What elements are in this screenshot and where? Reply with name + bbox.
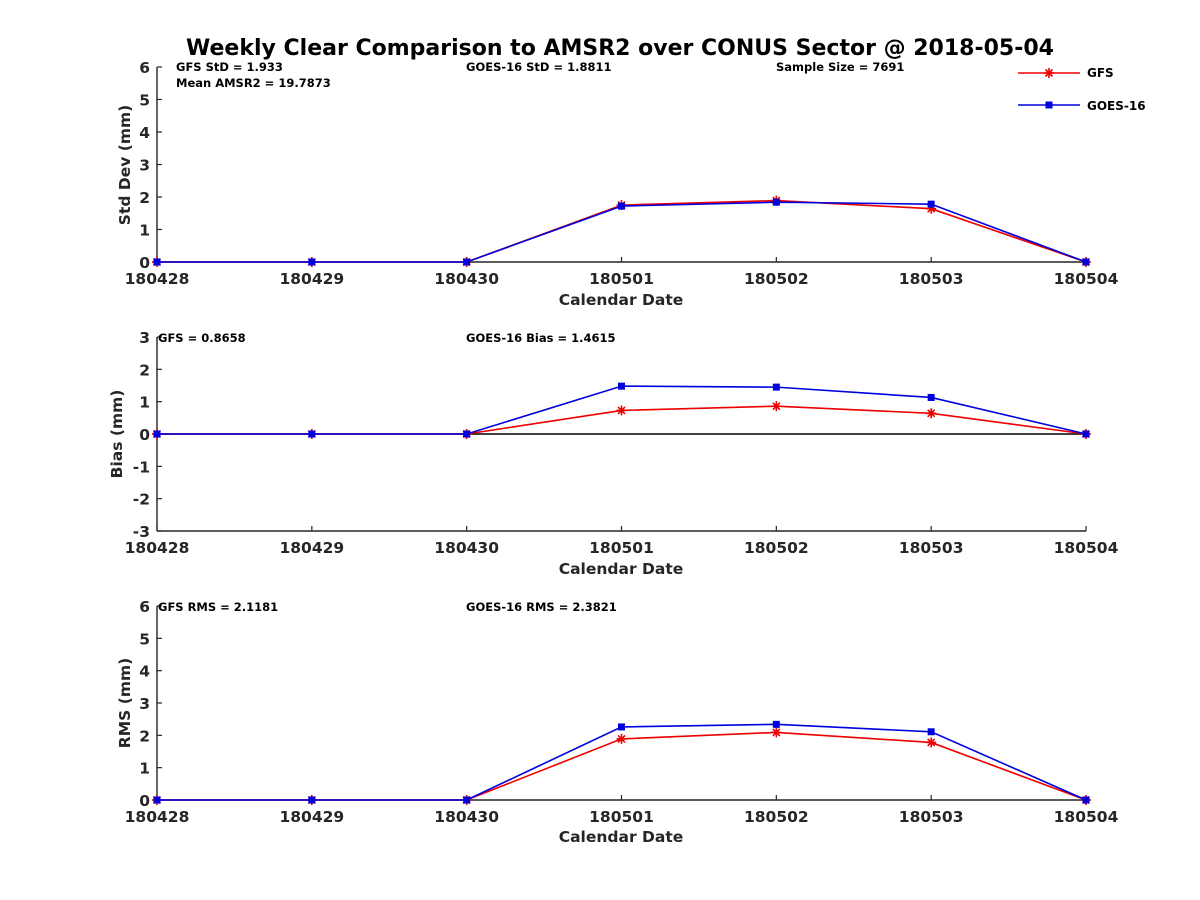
gfs-std-annotation: GFS StD = 1.933 <box>176 60 283 74</box>
data-point-square <box>463 796 471 804</box>
gfs-bias-annotation: GFS = 0.8658 <box>158 331 246 345</box>
data-point-square <box>153 796 161 804</box>
data-point-square <box>153 258 161 266</box>
data-point-star <box>926 737 937 748</box>
y-tick-label: 1 <box>139 760 150 778</box>
sample-size-annotation: Sample Size = 7691 <box>776 60 904 74</box>
y-tick-label: 4 <box>139 663 150 681</box>
x-tick-label: 180502 <box>744 270 809 288</box>
data-point-square <box>927 200 935 208</box>
y-tick-label: 3 <box>139 157 150 175</box>
y-tick-label: 6 <box>139 598 150 616</box>
data-point-square <box>772 720 780 728</box>
y-tick-label: 4 <box>139 124 150 142</box>
x-tick-label: 180429 <box>279 539 344 557</box>
x-tick-label: 180502 <box>744 808 809 826</box>
rms-ylabel: RMS (mm) <box>116 658 134 748</box>
y-tick-label: -2 <box>133 491 150 509</box>
data-point-square <box>927 728 935 736</box>
x-tick-label: 180501 <box>589 539 654 557</box>
std-dev-panel: 0 1 2 3 4 5 6 180428 180429 180430 180501 180502 180… <box>116 59 1146 309</box>
x-tick-label: 180430 <box>434 270 499 288</box>
x-tick-label: 180429 <box>279 270 344 288</box>
y-tick-label: -1 <box>133 458 150 476</box>
x-tick-label: 180501 <box>589 808 654 826</box>
y-tick-label: 0 <box>139 426 150 444</box>
data-point-star <box>616 405 627 416</box>
data-point-square <box>463 430 471 438</box>
y-tick-label: 2 <box>139 361 150 379</box>
data-point-star <box>616 733 627 744</box>
chart-title: Weekly Clear Comparison to AMSR2 over CO… <box>186 36 1054 61</box>
y-tick-label: 3 <box>139 329 150 347</box>
x-tick-label: 180503 <box>899 539 964 557</box>
data-point-square <box>1082 796 1090 804</box>
data-point-square <box>308 430 316 438</box>
goes-rms-annotation: GOES-16 RMS = 2.3821 <box>466 600 617 614</box>
series-goes-16 <box>153 198 1090 266</box>
y-tick-label: 1 <box>139 394 150 412</box>
legend-gfs-label: GFS <box>1087 66 1114 80</box>
y-tick-label: 0 <box>139 254 150 272</box>
y-tick-label: 2 <box>139 727 150 745</box>
data-point-star <box>771 727 782 738</box>
data-point-square <box>618 202 625 210</box>
data-point-star <box>926 408 937 419</box>
data-point-square <box>927 393 935 401</box>
y-tick-label: 2 <box>139 189 150 207</box>
x-tick-label: 180504 <box>1054 808 1119 826</box>
legend: GFS GOES-16 <box>1018 66 1146 113</box>
data-point-square <box>1082 258 1090 266</box>
y-tick-label: 5 <box>139 630 150 648</box>
data-point-square <box>618 382 625 390</box>
data-point-star <box>771 401 782 412</box>
data-point-square <box>1082 430 1090 438</box>
rms-axes: 0 1 2 3 4 5 6 180428 180429 180430 180501 180502 180… <box>125 598 1119 826</box>
std-dev-ylabel: Std Dev (mm) <box>116 105 134 225</box>
data-point-square <box>618 723 625 731</box>
goes-bias-annotation: GOES-16 Bias = 1.4615 <box>466 331 615 345</box>
data-point-square <box>153 430 161 438</box>
std-dev-xlabel: Calendar Date <box>559 291 684 309</box>
x-tick-label: 180503 <box>899 270 964 288</box>
x-tick-label: 180501 <box>589 270 654 288</box>
series-goes-16 <box>153 720 1090 804</box>
y-tick-label: 5 <box>139 92 150 110</box>
x-tick-label: 180428 <box>125 539 190 557</box>
x-tick-label: 180428 <box>125 808 190 826</box>
x-tick-label: 180503 <box>899 808 964 826</box>
legend-goes-marker <box>1045 101 1053 109</box>
x-tick-label: 180429 <box>279 808 344 826</box>
series-goes-16 <box>153 382 1090 438</box>
x-tick-label: 180504 <box>1054 539 1119 557</box>
bias-xlabel: Calendar Date <box>559 560 684 578</box>
x-tick-label: 180502 <box>744 539 809 557</box>
gfs-rms-annotation: GFS RMS = 2.1181 <box>158 600 278 614</box>
mean-amsr2-annotation: Mean AMSR2 = 19.7873 <box>176 76 331 90</box>
x-tick-label: 180430 <box>434 539 499 557</box>
legend-gfs-marker <box>1044 68 1054 78</box>
data-point-square <box>308 796 316 804</box>
legend-goes-label: GOES-16 <box>1087 99 1146 113</box>
goes-std-annotation: GOES-16 StD = 1.8811 <box>466 60 611 74</box>
y-tick-label: 1 <box>139 222 150 240</box>
y-tick-label: 0 <box>139 792 150 810</box>
rms-panel: 0 1 2 3 4 5 6 180428 180429 180430 180501 180502 180… <box>116 598 1119 846</box>
x-tick-label: 180428 <box>125 270 190 288</box>
y-tick-label: 3 <box>139 695 150 713</box>
rms-xlabel: Calendar Date <box>559 828 684 846</box>
data-point-square <box>463 258 471 266</box>
y-tick-label: -3 <box>133 523 150 541</box>
data-point-square <box>772 198 780 206</box>
data-point-square <box>772 383 780 391</box>
data-point-square <box>308 258 316 266</box>
std-dev-axes: 0 1 2 3 4 5 6 180428 180429 180430 180501 180502 180… <box>125 59 1119 288</box>
x-tick-label: 180430 <box>434 808 499 826</box>
y-tick-label: 6 <box>139 59 150 77</box>
x-tick-label: 180504 <box>1054 270 1119 288</box>
bias-ylabel: Bias (mm) <box>108 390 126 479</box>
bias-panel: -3 -2 -1 0 1 2 3 180428 180429 180430 180501 180502… <box>108 329 1119 578</box>
